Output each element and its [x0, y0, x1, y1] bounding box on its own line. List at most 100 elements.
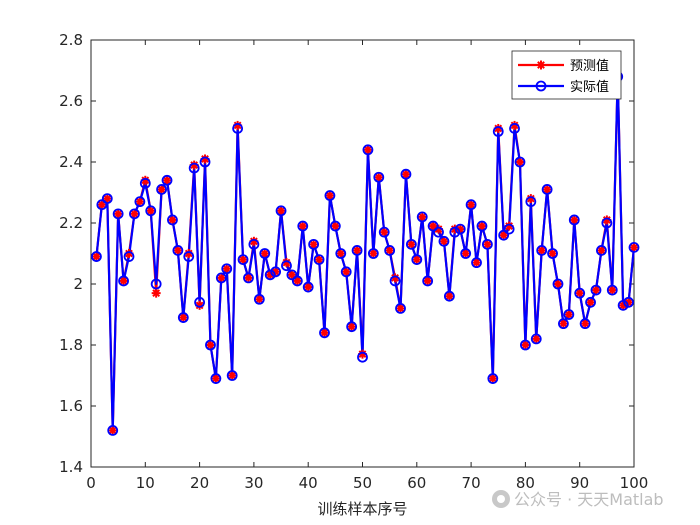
predicted-point [319, 328, 329, 338]
y-tick-label: 2 [73, 275, 83, 293]
actual-point [503, 223, 515, 235]
y-tick-label: 1.4 [59, 458, 83, 476]
x-tick-label: 90 [570, 474, 589, 492]
predicted-point [113, 209, 123, 219]
actual-point [96, 199, 108, 211]
actual-point [498, 229, 510, 241]
predicted-point [352, 245, 362, 255]
predicted-point [629, 242, 639, 252]
actual-point [400, 168, 412, 180]
actual-point [243, 272, 254, 284]
actual-point [297, 220, 309, 232]
actual-point [156, 184, 167, 195]
predicted-point [515, 157, 525, 167]
actual-point [416, 211, 428, 223]
actual-point [558, 318, 569, 330]
actual-point [601, 217, 613, 229]
y-tick-label: 1.6 [59, 397, 83, 415]
actual-point [449, 226, 461, 238]
predicted-point [303, 282, 313, 292]
actual-point [606, 284, 618, 296]
x-axis-label: 训练样本序号 [317, 500, 407, 518]
predicted-point [602, 215, 612, 225]
predicted-point [314, 255, 324, 265]
actual-point [183, 251, 195, 262]
x-tick-label: 40 [299, 474, 318, 492]
actual-point [574, 287, 586, 299]
actual-point [579, 318, 591, 330]
predicted-point [477, 221, 487, 231]
predicted-point [227, 371, 237, 380]
predicted-point [423, 276, 433, 286]
actual-point [617, 299, 629, 311]
actual-point [373, 171, 385, 183]
predicted-point [336, 249, 346, 258]
actual-point [101, 193, 113, 205]
x-tick-label: 30 [244, 474, 263, 492]
actual-point [433, 226, 444, 238]
predicted-point [173, 245, 183, 255]
watermark-text: 公众号 · 天天Matlab [514, 490, 664, 509]
actual-point [237, 254, 249, 266]
predicted-point [488, 374, 498, 384]
predicted-point [531, 334, 541, 344]
actual-point [438, 235, 450, 247]
legend-label: 预测值 [570, 58, 609, 74]
actual-point [460, 248, 472, 259]
actual-point [568, 214, 580, 226]
actual-point [324, 190, 336, 201]
series-line-actual [95, 75, 636, 432]
actual-point [302, 281, 314, 293]
predicted-point [135, 197, 145, 207]
actual-point [161, 174, 173, 186]
actual-point [541, 184, 553, 195]
actual-point [471, 257, 482, 269]
actual-point [465, 199, 477, 211]
actual-point [177, 312, 189, 323]
actual-point [346, 321, 358, 333]
actual-point [590, 284, 602, 296]
legend-marker [536, 60, 546, 70]
predicted-point [167, 215, 177, 225]
predicted-point [216, 273, 226, 283]
legend-item-predicted: 预测值 [518, 58, 609, 74]
predicted-point [548, 249, 558, 258]
predicted-point [129, 209, 139, 219]
predicted-point [564, 310, 574, 319]
predicted-point [406, 239, 416, 249]
legend-item-actual: 实际值 [518, 79, 609, 95]
actual-point [264, 269, 276, 281]
predicted-point [157, 184, 167, 194]
actual-point [259, 248, 271, 259]
predicted-point [178, 313, 188, 323]
actual-point [530, 333, 542, 345]
actual-point [139, 177, 151, 189]
predicted-point [151, 288, 161, 298]
predicted-point [243, 273, 253, 283]
predicted-point [146, 206, 156, 216]
predicted-point [417, 212, 427, 222]
actual-point [509, 123, 520, 134]
x-tick-label: 100 [620, 474, 649, 492]
predicted-point [162, 175, 172, 185]
actual-point [585, 296, 596, 308]
actual-point [150, 278, 162, 290]
actual-point [91, 251, 102, 262]
actual-point [389, 275, 401, 287]
predicted-point [596, 245, 606, 255]
predicted-point [401, 169, 411, 179]
actual-point [422, 275, 434, 287]
actual-point [221, 263, 233, 275]
predicted-point [569, 215, 579, 225]
actual-point [112, 208, 124, 220]
actual-point [129, 208, 140, 220]
predicted-point [575, 288, 585, 298]
y-tick-label: 1.8 [59, 336, 83, 354]
actual-point [123, 251, 135, 262]
x-tick-label: 60 [407, 474, 426, 492]
predicted-point [119, 276, 129, 286]
predicted-point [396, 303, 406, 313]
actual-point [205, 339, 216, 351]
x-tick-label: 70 [462, 474, 481, 492]
actual-point [378, 226, 390, 238]
